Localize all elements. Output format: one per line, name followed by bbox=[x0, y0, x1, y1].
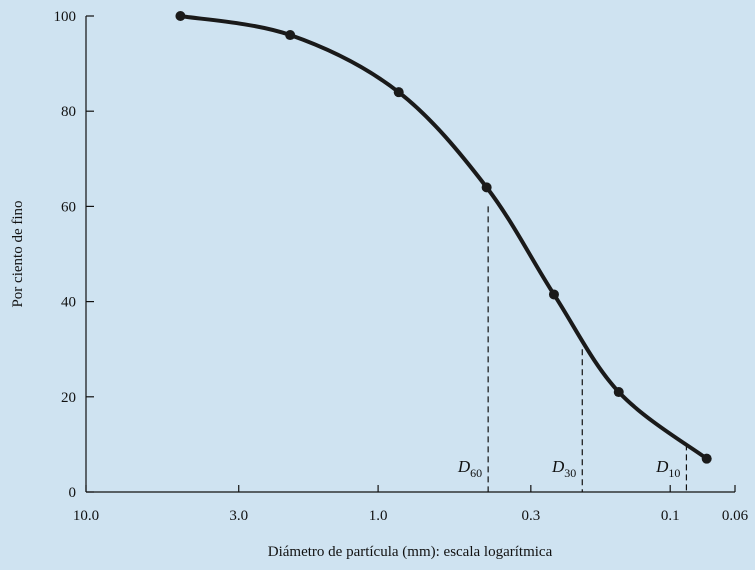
d-marker-lines bbox=[487, 206, 688, 492]
y-axis-title: Por ciento de fino bbox=[10, 200, 26, 307]
d-labels: D60 D30 D10 bbox=[457, 457, 681, 480]
x-tick-label: 10.0 bbox=[73, 508, 99, 524]
data-point bbox=[393, 87, 404, 98]
data-point bbox=[481, 182, 492, 193]
data-points bbox=[175, 11, 712, 464]
d-label-d30: D30 bbox=[551, 457, 576, 480]
d-label-symbol: D bbox=[655, 457, 669, 476]
axes bbox=[85, 16, 735, 493]
y-tick-label: 80 bbox=[61, 104, 76, 120]
data-point bbox=[548, 289, 559, 300]
curve bbox=[178, 14, 709, 461]
d-label-subscript: 60 bbox=[470, 466, 482, 480]
d-label-d60: D60 bbox=[457, 457, 482, 480]
data-point bbox=[285, 30, 296, 41]
x-tick-label: 3.0 bbox=[229, 508, 248, 524]
y-tick-label: 60 bbox=[61, 199, 76, 215]
d-label-subscript: 30 bbox=[564, 466, 576, 480]
x-tick-label: 0.1 bbox=[661, 508, 680, 524]
y-tick-label: 0 bbox=[69, 485, 77, 501]
d-label-symbol: D bbox=[551, 457, 565, 476]
x-tick-label: 1.0 bbox=[369, 508, 388, 524]
data-point bbox=[701, 453, 712, 464]
y-tick-label: 40 bbox=[61, 295, 76, 311]
data-point bbox=[175, 11, 186, 21]
y-tick-label: 20 bbox=[61, 390, 76, 406]
x-tick-label: 0.06 bbox=[722, 508, 749, 524]
d-label-d10: D10 bbox=[655, 457, 680, 480]
d-label-symbol: D bbox=[457, 457, 471, 476]
y-tick-label: 100 bbox=[54, 9, 77, 25]
data-point bbox=[613, 387, 624, 398]
tick-marks: 0 20 40 60 80 100 10.0 3.0 1.0 0.3 0.1 0.06 bbox=[54, 9, 749, 524]
x-axis-title: Diámetro de partícula (mm): escala logar… bbox=[268, 544, 553, 560]
gradation-curve bbox=[178, 14, 709, 461]
d-label-subscript: 10 bbox=[668, 466, 680, 480]
x-tick-label: 0.3 bbox=[521, 508, 540, 524]
